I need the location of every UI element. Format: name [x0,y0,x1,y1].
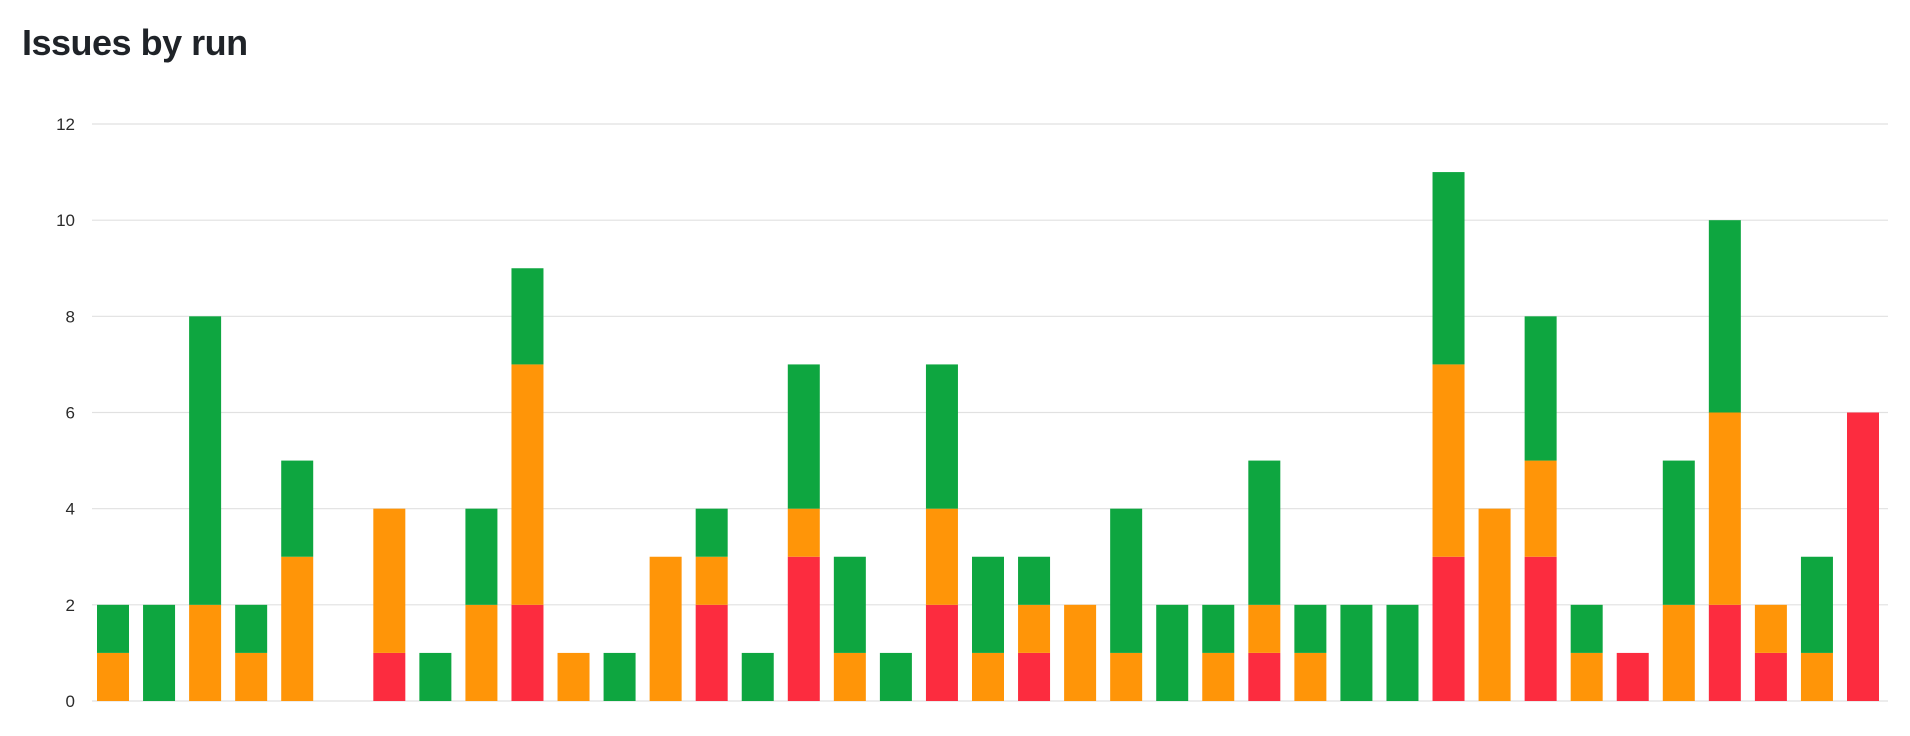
chart-title: Issues by run [22,22,248,63]
bar-segment[interactable] [833,652,866,701]
bar-segment[interactable] [1202,604,1235,653]
bar-segment[interactable] [1754,652,1787,701]
bar-segment[interactable] [1432,556,1465,701]
bar-segment[interactable] [143,604,176,701]
bar-segment[interactable] [1754,604,1787,653]
bar-segment[interactable] [695,556,728,605]
bar-segment[interactable] [1524,556,1557,701]
bar-segment[interactable] [189,316,222,605]
bar-segment[interactable] [1018,556,1051,605]
bar-segment[interactable] [879,652,912,701]
bar-segment[interactable] [465,604,498,701]
bar-segment[interactable] [1800,652,1833,701]
bar-segment[interactable] [1478,508,1511,701]
bar-segment[interactable] [972,556,1004,653]
bar-segment[interactable] [833,556,866,653]
bar-segment[interactable] [925,364,958,509]
bar-segment[interactable] [649,556,682,701]
bar-segment[interactable] [1662,604,1695,701]
bar-segment[interactable] [925,508,958,605]
y-tick-label: 8 [66,307,75,326]
bar-segment[interactable] [1708,604,1741,701]
bars [97,172,1879,701]
bar-segment[interactable] [1064,604,1097,701]
bar-segment[interactable] [1202,652,1235,701]
y-tick-label: 0 [66,692,75,711]
bar-segment[interactable] [1800,556,1833,653]
bar-segment[interactable] [787,556,820,701]
bar-segment[interactable] [741,652,774,701]
bar-segment[interactable] [189,604,222,701]
bar-segment[interactable] [1570,604,1603,653]
y-tick-label: 2 [66,596,75,615]
bar-segment[interactable] [235,604,268,653]
bar-segment[interactable] [1847,412,1879,702]
bar-segment[interactable] [281,460,314,557]
y-axis-ticks: 0 2 4 6 8 10 12 [56,115,75,711]
bar-segment[interactable] [1524,316,1557,461]
bar-segment[interactable] [1708,220,1741,413]
bar-segment[interactable] [97,652,129,701]
bar-segment[interactable] [1294,652,1327,701]
bar-segment[interactable] [972,652,1004,701]
y-tick-label: 12 [56,115,75,134]
bar-segment[interactable] [1340,604,1373,701]
y-tick-label: 4 [66,500,75,519]
bar-segment[interactable] [1708,412,1741,605]
bar-segment[interactable] [557,652,590,701]
bar-segment[interactable] [1018,604,1051,653]
y-tick-label: 6 [66,404,75,423]
bar-segment[interactable] [235,652,268,701]
bar-segment[interactable] [1248,604,1281,653]
bar-segment[interactable] [419,652,452,701]
bar-segment[interactable] [1570,652,1603,701]
bar-segment[interactable] [787,364,820,509]
bar-segment[interactable] [511,364,544,605]
bar-segment[interactable] [1386,604,1419,701]
bar-segment[interactable] [925,604,958,701]
bar-segment[interactable] [787,508,820,557]
bar-segment[interactable] [1248,460,1281,605]
bar-segment[interactable] [1110,652,1143,701]
bar-segment[interactable] [1524,460,1557,557]
bar-segment[interactable] [1248,652,1281,701]
y-tick-label: 10 [56,211,75,230]
bar-segment[interactable] [281,556,314,701]
bar-segment[interactable] [695,508,728,557]
bar-segment[interactable] [465,508,498,605]
bar-segment[interactable] [373,652,406,701]
bar-segment[interactable] [1662,460,1695,605]
bar-segment[interactable] [1156,604,1189,701]
bar-segment[interactable] [97,604,129,653]
bar-segment[interactable] [1294,604,1327,653]
bar-segment[interactable] [603,652,636,701]
bar-segment[interactable] [1432,172,1465,365]
bar-segment[interactable] [1616,652,1649,701]
bar-segment[interactable] [1110,508,1143,653]
bar-segment[interactable] [373,508,406,653]
bar-segment[interactable] [695,604,728,701]
bar-segment[interactable] [511,268,544,365]
bar-segment[interactable] [1018,652,1051,701]
bar-segment[interactable] [511,604,544,701]
bar-segment[interactable] [1432,364,1465,557]
